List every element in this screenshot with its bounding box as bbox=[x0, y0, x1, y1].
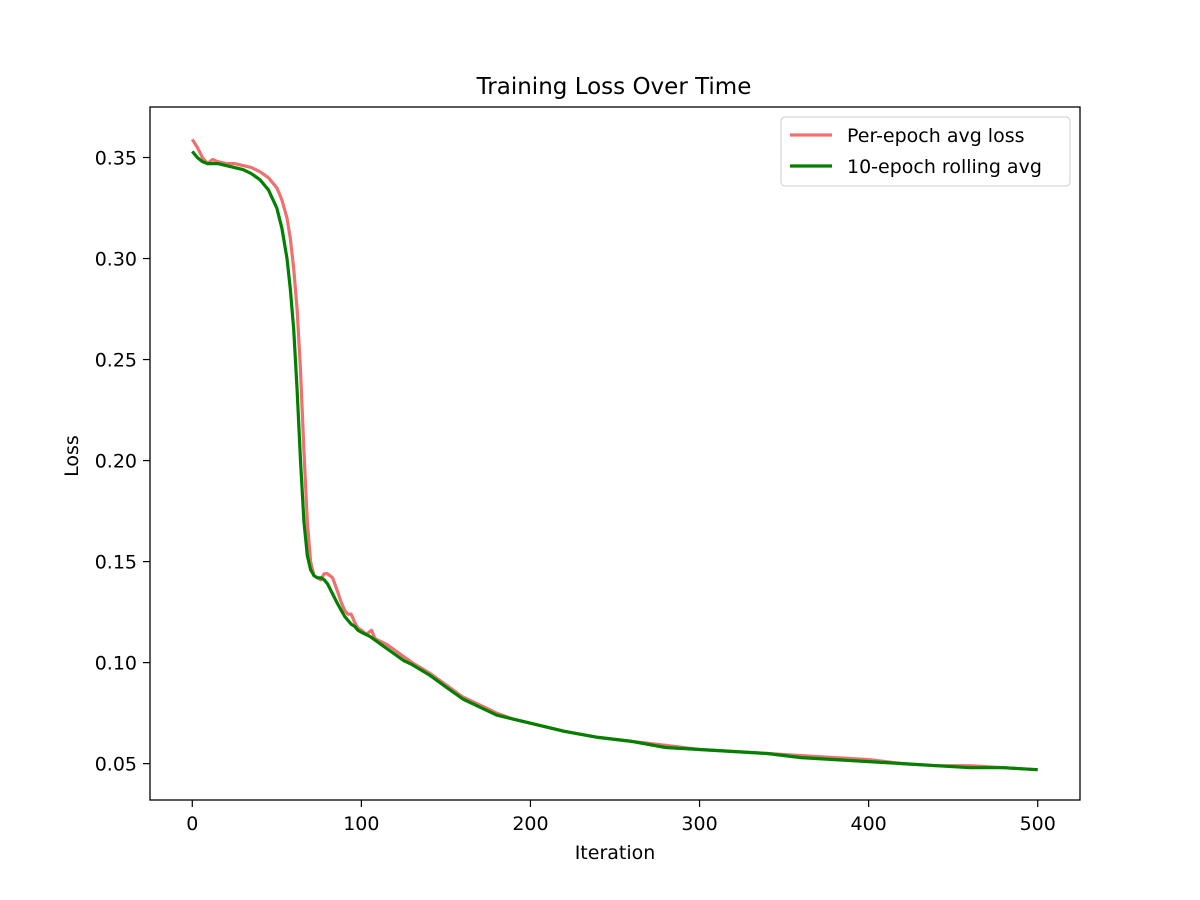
x-tick-label: 200 bbox=[512, 813, 548, 835]
chart-title: Training Loss Over Time bbox=[476, 74, 752, 100]
x-axis-ticks: 0 100 200 300 400 500 bbox=[186, 800, 1056, 835]
series-line-per-epoch bbox=[190, 138, 1038, 772]
plot-frame bbox=[149, 106, 1081, 801]
y-tick-label: 0.10 bbox=[95, 653, 137, 675]
y-tick-label: 0.20 bbox=[95, 451, 137, 473]
legend: Per-epoch avg loss 10-epoch rolling avg bbox=[780, 116, 1071, 187]
y-tick-label: 0.30 bbox=[95, 249, 137, 271]
plot-lines bbox=[190, 138, 1038, 772]
x-tick-label: 0 bbox=[186, 813, 198, 835]
legend-label-per-epoch: Per-epoch avg loss bbox=[847, 125, 1025, 147]
x-axis-label: Iteration bbox=[575, 842, 656, 864]
y-tick-label: 0.15 bbox=[95, 552, 137, 574]
series-line-rolling-avg bbox=[191, 150, 1038, 772]
x-tick-label: 500 bbox=[1020, 813, 1056, 835]
y-tick-label: 0.35 bbox=[95, 148, 137, 170]
x-tick-label: 300 bbox=[681, 813, 717, 835]
legend-label-rolling-avg: 10-epoch rolling avg bbox=[847, 156, 1042, 178]
y-tick-label: 0.25 bbox=[95, 350, 137, 372]
y-tick-label: 0.05 bbox=[95, 754, 137, 776]
legend-box bbox=[780, 116, 1071, 187]
x-tick-label: 100 bbox=[343, 813, 379, 835]
y-axis-ticks: 0.05 0.10 0.15 0.20 0.25 0.30 0.35 bbox=[95, 148, 150, 776]
x-tick-label: 400 bbox=[851, 813, 887, 835]
y-axis-label: Loss bbox=[61, 435, 83, 477]
